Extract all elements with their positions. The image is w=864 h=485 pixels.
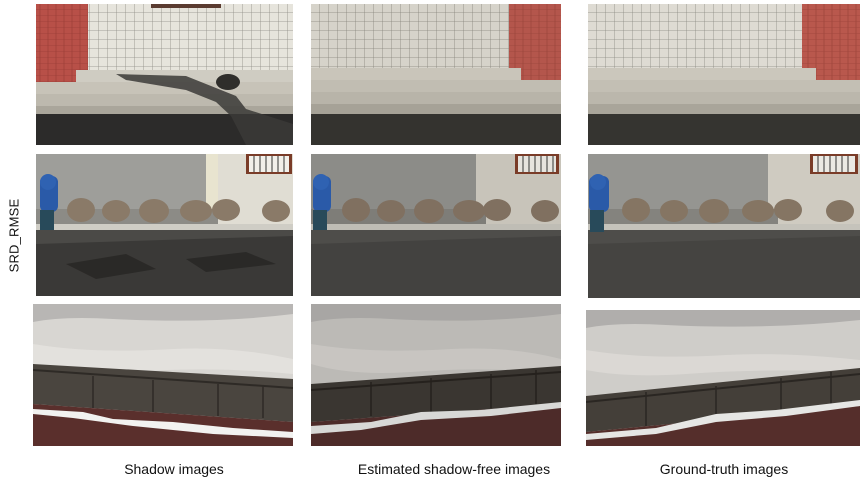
caption-ground-truth: Ground-truth images [659, 461, 789, 477]
caption-shadow-images: Shadow images [124, 461, 224, 477]
image-estimated-snow [311, 304, 561, 446]
row-label-text: SRD_RMSE [6, 198, 22, 272]
image-estimated-child [311, 154, 561, 296]
image-shadow-child [36, 154, 293, 296]
image-shadow-steps [36, 4, 293, 145]
image-estimated-steps [311, 4, 561, 145]
row-label: SRD_RMSE [2, 175, 26, 295]
caption-estimated-shadow-free: Estimated shadow-free images [357, 461, 551, 477]
image-groundtruth-snow [586, 310, 860, 446]
image-shadow-snow [33, 304, 293, 446]
image-groundtruth-steps [588, 4, 860, 145]
image-groundtruth-child [588, 154, 860, 298]
